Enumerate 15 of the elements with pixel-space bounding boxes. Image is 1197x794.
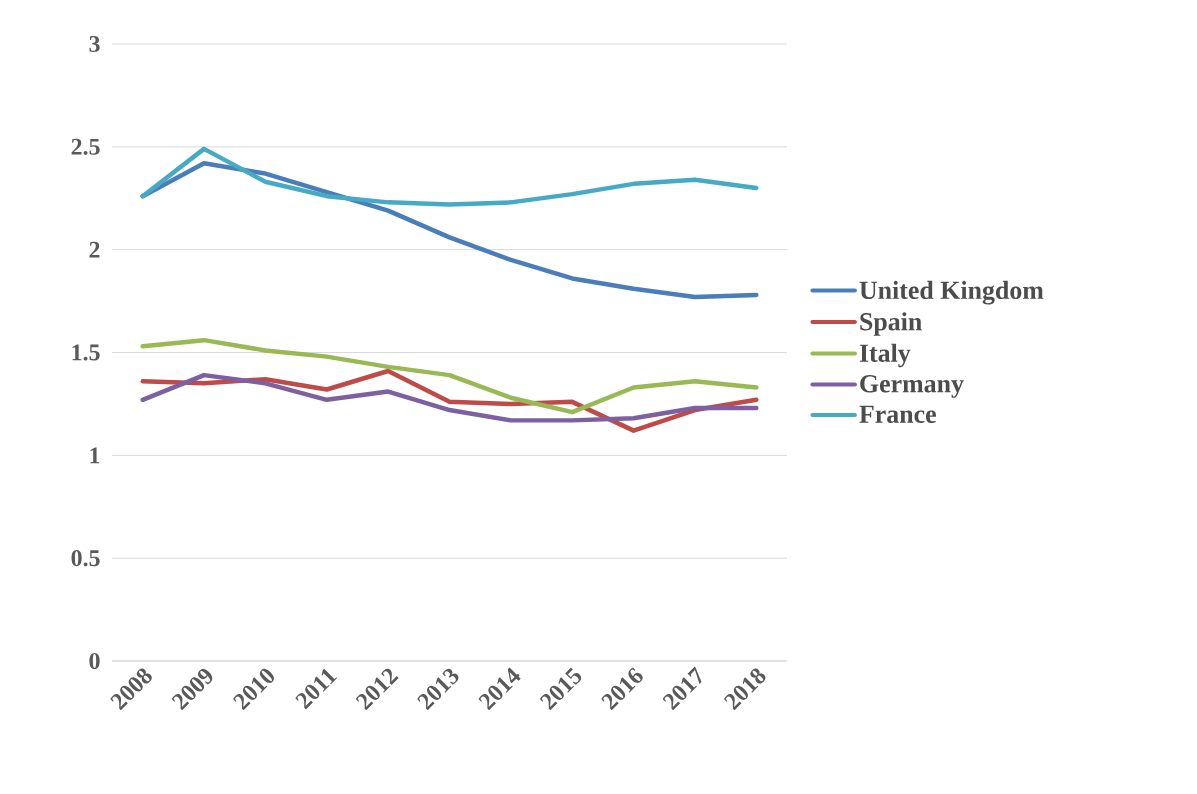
legend-label: France [859, 405, 936, 423]
y-tick-label: 1.5 [72, 344, 100, 361]
legend-label: Italy [859, 343, 911, 368]
legend-label: United Kingdom [859, 280, 1044, 305]
line-series [140, 146, 759, 207]
y-tick-label: 3 [89, 35, 100, 53]
y-tick-label: 2 [89, 241, 100, 258]
y-tick-label: 2.5 [71, 138, 100, 155]
y-tick-label: 0 [89, 652, 100, 670]
y-tick-label: 0.5 [71, 550, 100, 567]
legend-label: Germany [860, 375, 964, 398]
line-series [140, 337, 759, 415]
line-series [140, 372, 759, 423]
legend-label: Spain [860, 312, 922, 336]
y-tick-label: 1 [90, 447, 100, 464]
